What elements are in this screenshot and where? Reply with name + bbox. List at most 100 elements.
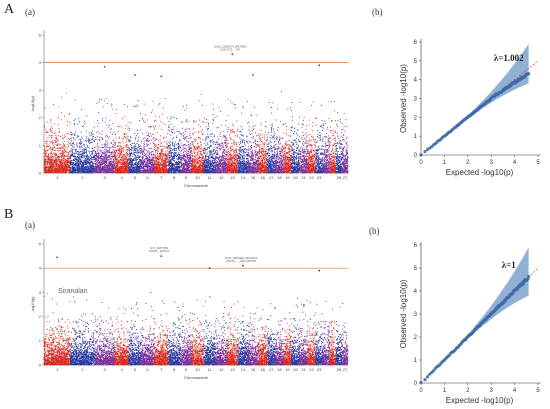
snp-point: [104, 164, 106, 166]
snp-point: [71, 166, 73, 168]
snp-point: [61, 164, 63, 166]
snp-point: [137, 162, 139, 164]
snp-point: [138, 145, 140, 148]
chromosome-1-points: [43, 92, 71, 174]
snp-point: [170, 130, 173, 132]
snp-point: [74, 150, 76, 152]
snp-point: [128, 129, 130, 131]
snp-point: [136, 104, 138, 106]
snp-point: [136, 166, 138, 168]
snp-point: [44, 167, 46, 169]
snp-point: [105, 162, 107, 164]
snp-point: [154, 125, 157, 127]
snp-point: [81, 147, 83, 149]
snp-point: [172, 138, 174, 140]
snp-point: [143, 143, 145, 146]
snp-point: [81, 141, 83, 143]
snp-point: [51, 132, 53, 134]
snp-point: [46, 121, 48, 123]
snp-point: [74, 148, 76, 150]
snp-point: [104, 151, 106, 153]
snp-point: [52, 162, 54, 164]
snp-point: [124, 172, 126, 174]
snp-point: [166, 155, 168, 158]
snp-point: [86, 145, 88, 147]
snp-point: [132, 147, 134, 149]
snp-point: [130, 170, 133, 172]
snp-point: [148, 163, 150, 165]
snp-point: [121, 157, 123, 159]
snp-point: [153, 154, 155, 156]
snp-point: [50, 122, 52, 124]
snp-point: [96, 156, 98, 158]
snp-point: [138, 163, 140, 165]
snp-point: [125, 124, 127, 126]
snp-point: [62, 169, 64, 171]
snp-point: [69, 151, 71, 153]
snp-point: [115, 166, 117, 168]
snp-point: [115, 159, 117, 161]
chromosome-5-points: [128, 100, 142, 174]
snp-point: [131, 142, 133, 145]
snp-point: [148, 141, 150, 143]
snp-point: [147, 165, 149, 168]
snp-point: [120, 165, 122, 167]
snp-point: [154, 145, 156, 148]
snp-point: [51, 127, 53, 129]
snp-point: [165, 151, 167, 153]
snp-point: [103, 145, 105, 147]
snp-point: [57, 156, 59, 159]
snp-point: [74, 160, 76, 162]
snp-point: [58, 172, 60, 174]
snp-point: [96, 161, 98, 163]
snp-point: [109, 162, 111, 164]
snp-point: [74, 163, 76, 165]
snp-point: [121, 162, 123, 164]
snp-point: [124, 170, 126, 172]
snp-point: [155, 138, 157, 140]
snp-point: [139, 172, 141, 174]
snp-point: [87, 155, 89, 157]
snp-point: [44, 151, 46, 153]
snp-point: [147, 169, 149, 171]
snp-point: [148, 155, 150, 157]
snp-point: [116, 145, 118, 147]
snp-point: [90, 134, 92, 136]
snp-point: [153, 171, 155, 173]
snp-point: [141, 160, 143, 162]
snp-point: [176, 135, 178, 137]
snp-point: [76, 146, 78, 148]
snp-point: [153, 140, 155, 142]
snp-point: [111, 169, 113, 171]
snp-point: [105, 124, 108, 126]
snp-point: [147, 168, 149, 170]
snp-point: [165, 167, 167, 169]
snp-point: [57, 124, 60, 126]
snp-point: [67, 159, 69, 161]
snp-point: [149, 136, 151, 138]
snp-point: [161, 151, 163, 153]
snp-point: [62, 160, 64, 162]
snp-point: [111, 123, 113, 125]
snp-point: [64, 168, 66, 170]
snp-point: [88, 166, 90, 168]
snp-point: [155, 144, 157, 146]
snp-point: [176, 149, 178, 151]
snp-point: [61, 172, 63, 174]
snp-point: [44, 149, 46, 151]
snp-point: [94, 136, 96, 138]
y-tick-label: 2: [39, 115, 42, 120]
snp-point: [92, 163, 94, 165]
snp-point: [147, 139, 149, 142]
snp-point: [54, 164, 56, 166]
snp-point: [128, 139, 130, 141]
snp-point: [106, 145, 108, 148]
snp-point: [102, 120, 104, 122]
snp-point: [97, 120, 99, 122]
snp-point: [109, 141, 111, 143]
snp-point: [114, 160, 116, 162]
snp-point: [54, 147, 56, 149]
snp-point: [82, 165, 84, 168]
snp-point: [81, 137, 83, 140]
chromosome-7-points: [153, 97, 169, 174]
